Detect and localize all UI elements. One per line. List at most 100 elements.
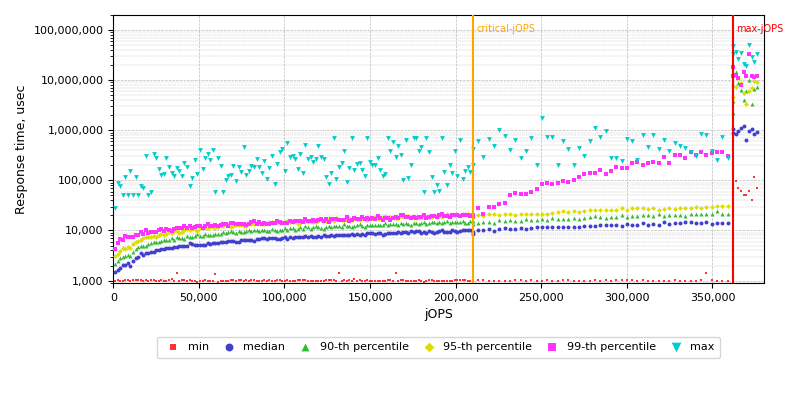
max bbox=[428, 188, 441, 195]
max bbox=[109, 205, 122, 211]
min bbox=[740, 192, 753, 198]
90-th percentile bbox=[551, 216, 564, 222]
95-th percentile bbox=[170, 228, 183, 234]
min bbox=[415, 278, 428, 284]
median bbox=[726, 126, 739, 132]
90-th percentile bbox=[124, 253, 137, 260]
99-th percentile bbox=[726, 64, 739, 70]
95-th percentile bbox=[477, 213, 490, 220]
min bbox=[412, 277, 425, 284]
95-th percentile bbox=[294, 220, 306, 226]
95-th percentile bbox=[191, 227, 204, 234]
90-th percentile bbox=[209, 230, 222, 237]
99-th percentile bbox=[663, 159, 676, 166]
95-th percentile bbox=[578, 208, 590, 214]
99-th percentile bbox=[310, 218, 322, 224]
max bbox=[322, 181, 335, 187]
90-th percentile bbox=[297, 226, 310, 232]
90-th percentile bbox=[541, 217, 554, 224]
90-th percentile bbox=[578, 215, 590, 221]
95-th percentile bbox=[320, 218, 333, 224]
max bbox=[631, 157, 644, 163]
max bbox=[188, 156, 201, 163]
min bbox=[514, 277, 527, 284]
90-th percentile bbox=[464, 218, 477, 224]
max bbox=[557, 138, 570, 144]
99-th percentile bbox=[278, 220, 291, 226]
max bbox=[276, 146, 289, 152]
95-th percentile bbox=[314, 217, 327, 223]
min bbox=[188, 278, 201, 284]
min bbox=[194, 278, 206, 285]
median bbox=[198, 241, 211, 248]
median bbox=[209, 240, 222, 246]
min bbox=[428, 278, 441, 284]
99-th percentile bbox=[350, 216, 363, 222]
max bbox=[690, 153, 702, 160]
95-th percentile bbox=[730, 84, 742, 90]
median bbox=[652, 222, 665, 228]
median bbox=[268, 235, 281, 241]
min bbox=[477, 277, 490, 284]
95-th percentile bbox=[240, 223, 253, 229]
95-th percentile bbox=[647, 205, 660, 211]
min bbox=[242, 278, 255, 284]
95-th percentile bbox=[225, 224, 238, 230]
90-th percentile bbox=[314, 224, 327, 231]
median bbox=[732, 128, 745, 134]
90-th percentile bbox=[371, 222, 384, 228]
90-th percentile bbox=[402, 221, 415, 228]
max bbox=[150, 154, 162, 161]
99-th percentile bbox=[162, 227, 175, 234]
min bbox=[663, 278, 676, 284]
95-th percentile bbox=[422, 214, 435, 220]
median bbox=[493, 226, 506, 232]
99-th percentile bbox=[546, 180, 559, 187]
90-th percentile bbox=[426, 219, 438, 226]
min bbox=[589, 276, 602, 283]
99-th percentile bbox=[327, 216, 340, 222]
min bbox=[435, 278, 448, 284]
99-th percentile bbox=[503, 191, 516, 198]
min bbox=[525, 277, 538, 284]
max bbox=[325, 170, 338, 177]
99-th percentile bbox=[430, 213, 443, 220]
95-th percentile bbox=[472, 212, 485, 218]
max bbox=[291, 166, 304, 173]
99-th percentile bbox=[746, 73, 758, 79]
90-th percentile bbox=[668, 212, 681, 218]
95-th percentile bbox=[562, 208, 575, 215]
90-th percentile bbox=[438, 219, 451, 226]
max bbox=[466, 146, 479, 152]
max bbox=[684, 148, 697, 155]
99-th percentile bbox=[202, 221, 214, 227]
95-th percentile bbox=[278, 218, 291, 225]
max bbox=[327, 135, 340, 141]
99-th percentile bbox=[541, 179, 554, 186]
median bbox=[286, 235, 299, 241]
median bbox=[317, 232, 330, 239]
max bbox=[519, 148, 532, 154]
90-th percentile bbox=[299, 223, 312, 230]
median bbox=[658, 219, 670, 226]
median bbox=[374, 230, 386, 237]
max bbox=[454, 136, 466, 143]
95-th percentile bbox=[109, 252, 122, 259]
95-th percentile bbox=[286, 218, 299, 225]
95-th percentile bbox=[134, 237, 147, 243]
median bbox=[346, 231, 358, 238]
median bbox=[274, 236, 286, 242]
median bbox=[415, 229, 428, 236]
99-th percentile bbox=[530, 185, 543, 192]
99-th percentile bbox=[206, 223, 219, 229]
median bbox=[371, 230, 384, 236]
median bbox=[451, 229, 464, 235]
min bbox=[448, 277, 461, 283]
90-th percentile bbox=[610, 214, 622, 220]
95-th percentile bbox=[446, 212, 458, 218]
95-th percentile bbox=[338, 217, 350, 223]
95-th percentile bbox=[307, 219, 320, 226]
max bbox=[186, 175, 198, 181]
95-th percentile bbox=[353, 216, 366, 223]
95-th percentile bbox=[299, 218, 312, 224]
